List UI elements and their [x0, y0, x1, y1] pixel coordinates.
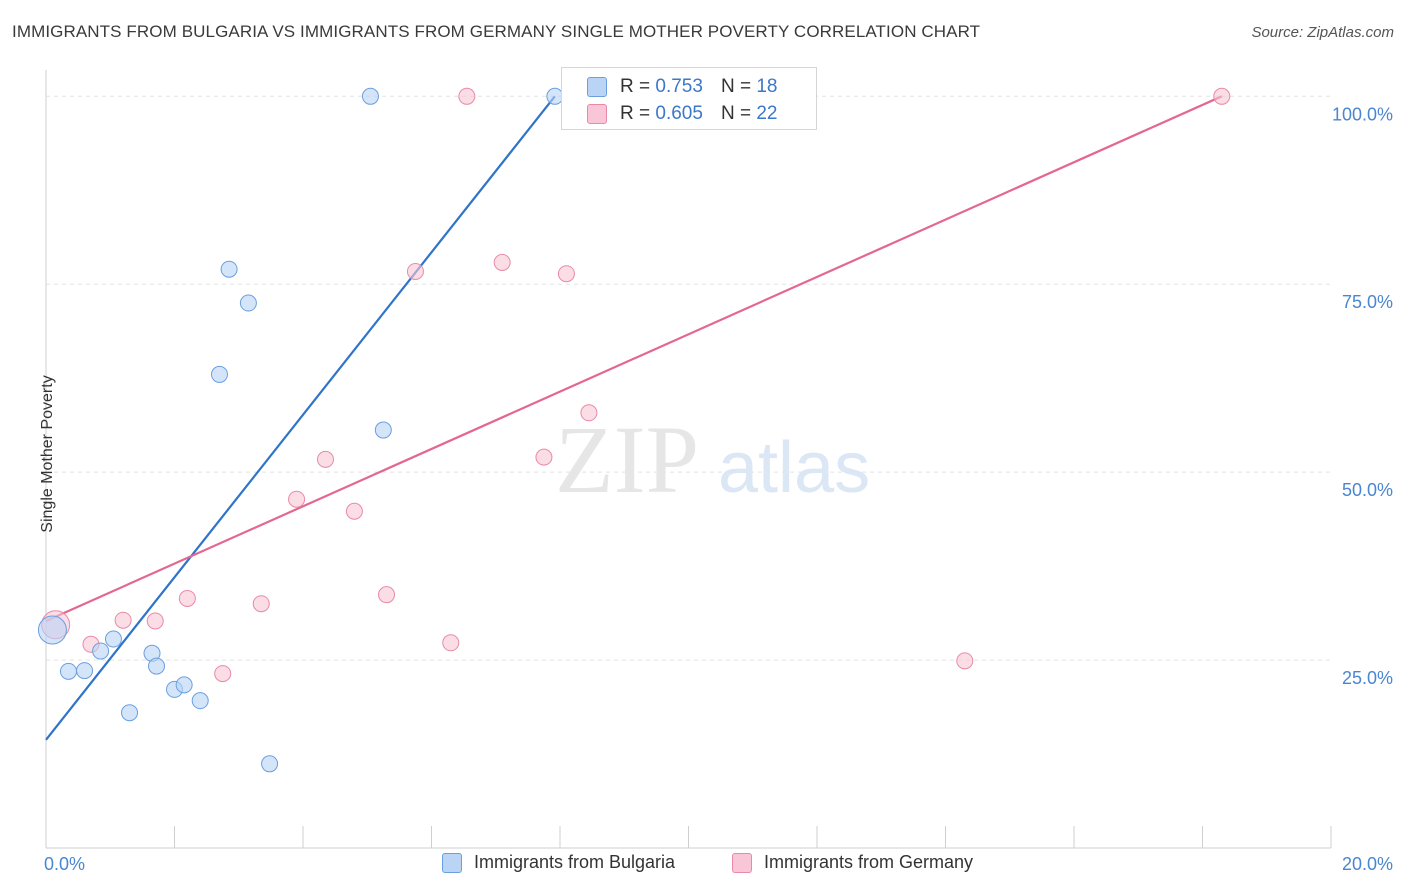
point-germany [252, 595, 270, 613]
legend-item-bulgaria[interactable]: Immigrants from Bulgaria [442, 852, 675, 873]
stats-row-bulgaria: R = 0.753 N = 18 [587, 75, 778, 99]
y-tick-label: 100.0% [1332, 104, 1393, 124]
trend-line-bulgaria [45, 95, 556, 741]
point-bulgaria [210, 365, 228, 383]
legend-item-germany[interactable]: Immigrants from Germany [732, 852, 973, 873]
point-germany [316, 450, 334, 468]
point-germany [214, 665, 232, 683]
point-bulgaria [191, 692, 209, 710]
watermark: ZIP atlas [555, 406, 870, 513]
watermark-atlas: atlas [718, 428, 870, 508]
stats-legend: R = 0.753 N = 18 R = 0.605 N = 22 [561, 67, 817, 130]
point-germany [406, 262, 424, 280]
n-value: 22 [756, 103, 778, 124]
point-bulgaria [121, 704, 139, 722]
point-germany [378, 586, 396, 604]
legend-swatch-germany [732, 852, 752, 873]
point-bulgaria [374, 421, 392, 439]
legend-label-bulgaria: Immigrants from Bulgaria [474, 852, 676, 872]
point-bulgaria [261, 755, 279, 773]
point-germany [114, 611, 132, 629]
axes [45, 70, 1332, 849]
legend-swatch-bulgaria [442, 852, 462, 873]
r-value: 0.605 [655, 103, 703, 124]
point-germany [557, 265, 575, 283]
point-germany [178, 589, 196, 607]
point-bulgaria [104, 630, 122, 648]
y-tick-label: 75.0% [1342, 292, 1393, 312]
y-tick-label: 25.0% [1342, 668, 1393, 688]
r-label: R = [620, 76, 651, 97]
point-bulgaria [59, 662, 77, 680]
x-tick-label: 0.0% [44, 854, 85, 874]
r-value: 0.753 [655, 76, 703, 97]
germany-swatch [587, 104, 607, 124]
point-germany [493, 253, 511, 271]
grid-lines [46, 95, 1331, 661]
source-credit: Source: ZipAtlas.com [1251, 24, 1394, 41]
tick-labels: 25.0% 50.0% 75.0% 100.0% 0.0% 20.0% [44, 104, 1393, 874]
point-bulgaria [37, 615, 67, 645]
point-bulgaria [361, 87, 379, 105]
trend-line-germany [45, 95, 1223, 622]
point-bulgaria [239, 294, 257, 312]
watermark-zip: ZIP [555, 406, 699, 513]
point-bulgaria [148, 657, 166, 675]
point-germany [956, 652, 974, 670]
point-germany [442, 634, 460, 652]
stats-row-germany: R = 0.605 N = 22 [587, 102, 778, 126]
point-bulgaria [92, 642, 110, 660]
point-germany [345, 502, 363, 520]
point-germany [146, 612, 164, 630]
point-germany [1213, 87, 1231, 105]
n-label: N = [720, 76, 752, 97]
y-tick-label: 50.0% [1342, 480, 1393, 500]
n-value: 18 [756, 76, 778, 97]
x-tick-label: 20.0% [1342, 854, 1393, 874]
series-legend: Immigrants from Bulgaria Immigrants from… [0, 852, 1406, 878]
chart-title: IMMIGRANTS FROM BULGARIA VS IMMIGRANTS F… [12, 22, 981, 41]
bulgaria-swatch [587, 77, 607, 97]
r-label: R = [620, 103, 651, 124]
y-axis-label: Single Mother Poverty [39, 375, 56, 533]
point-bulgaria [220, 260, 238, 278]
point-bulgaria [175, 676, 193, 694]
point-bulgaria [76, 662, 94, 680]
point-germany [535, 448, 553, 466]
point-germany [580, 404, 598, 422]
n-label: N = [720, 103, 752, 124]
legend-label-germany: Immigrants from Germany [764, 852, 974, 872]
trend-lines [45, 95, 1223, 741]
point-germany [458, 87, 476, 105]
point-germany [288, 490, 306, 508]
